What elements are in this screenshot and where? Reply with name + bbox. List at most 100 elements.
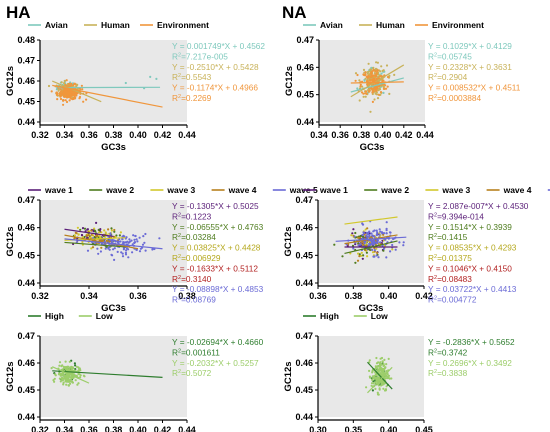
data-point — [135, 248, 138, 251]
data-point — [69, 376, 72, 379]
data-point — [97, 228, 100, 231]
data-point — [371, 379, 374, 382]
data-point — [371, 389, 374, 392]
data-point — [378, 233, 381, 236]
equation-sup: 2 — [178, 275, 181, 281]
equation-sup: 2 — [434, 52, 437, 58]
data-point — [64, 93, 67, 96]
y-tick-label: 0.46 — [296, 62, 314, 72]
legend-label: wave 2 — [105, 185, 134, 195]
data-point — [375, 356, 378, 360]
data-point — [341, 255, 344, 258]
data-point — [375, 233, 378, 237]
data-point — [116, 240, 119, 243]
x-tick-label: 0.36 — [129, 291, 147, 301]
equation-rest: =0.1415 — [437, 232, 468, 242]
y-tick-label: 0.44 — [17, 412, 35, 422]
data-point — [58, 372, 61, 375]
data-point — [379, 361, 382, 364]
data-point — [371, 251, 375, 254]
y-tick-label: 0.46 — [17, 76, 35, 86]
equation-text: Y = -0.1633*X + 0.5112 — [172, 263, 258, 273]
equation-text: Y = -0.02694*X + 0.4660 — [172, 337, 264, 347]
data-point — [68, 360, 71, 363]
data-point — [155, 77, 158, 80]
data-point — [354, 72, 358, 75]
data-point — [373, 235, 376, 238]
data-point — [79, 228, 82, 231]
data-point — [352, 228, 355, 231]
data-point — [141, 243, 145, 246]
equation-text: Y = 0.08535*X + 0.4293 — [428, 243, 517, 253]
equation-text: Y = 0.03722*X + 0.4413 — [428, 284, 517, 294]
data-point — [65, 79, 68, 82]
data-point — [367, 62, 370, 65]
equation-rest: =0.2269 — [181, 93, 212, 103]
chart-HA-wave: 0.44 0.45 0.46 0.47 0.32 0.34 0.36 0.38 GC3s GC12… — [5, 185, 318, 314]
equation-text: R2=0.08483 — [428, 274, 472, 284]
data-point — [371, 241, 374, 244]
data-point — [59, 88, 62, 91]
data-point — [113, 230, 116, 233]
data-point — [382, 91, 385, 94]
x-tick-label: 0.32 — [31, 291, 49, 301]
data-point — [333, 243, 336, 246]
data-point — [133, 238, 136, 241]
data-point — [366, 255, 369, 258]
data-point — [86, 249, 90, 252]
equation-sup: 2 — [178, 73, 181, 79]
data-point — [101, 239, 104, 242]
data-point — [76, 383, 79, 386]
data-point — [65, 368, 68, 371]
data-point — [382, 87, 385, 90]
data-point — [364, 74, 367, 77]
data-point — [80, 84, 83, 87]
data-point — [382, 232, 386, 235]
data-point — [121, 255, 125, 258]
data-point — [380, 72, 383, 75]
data-point — [370, 75, 373, 79]
x-tick-label: 0.36 — [80, 425, 98, 432]
data-point — [373, 98, 376, 101]
data-point — [383, 247, 386, 250]
data-point — [378, 369, 381, 372]
data-point — [90, 247, 93, 250]
data-point — [365, 92, 368, 95]
data-point — [359, 234, 362, 238]
data-point — [134, 234, 137, 238]
equation-rest: =0.03284 — [181, 232, 216, 242]
data-point — [74, 83, 77, 86]
data-point — [379, 75, 382, 78]
legend-label: wave 3 — [166, 185, 195, 195]
data-point — [372, 239, 376, 242]
data-point — [383, 83, 386, 86]
plot-area — [40, 40, 187, 122]
data-point — [375, 75, 378, 78]
equation-text: R2=0.3742 — [428, 347, 468, 357]
data-point — [365, 90, 368, 93]
data-point — [360, 251, 363, 254]
data-point — [62, 381, 65, 384]
equation-text: Y = -0.06555*X + 0.4763 — [172, 222, 264, 232]
data-point — [67, 95, 70, 98]
equation-sup: 2 — [434, 212, 437, 218]
equation-sup: 2 — [434, 296, 437, 302]
data-point — [379, 365, 382, 368]
data-point — [104, 247, 107, 250]
data-point — [126, 240, 129, 243]
legend-label: Environment — [157, 20, 209, 30]
section-title-na: NA — [282, 3, 307, 22]
data-point — [371, 371, 374, 374]
data-point — [373, 249, 376, 252]
data-point — [369, 110, 372, 113]
data-point — [93, 229, 96, 232]
data-point — [376, 251, 379, 254]
y-axis-label: GC12s — [283, 226, 294, 256]
x-axis-label: GC3s — [359, 303, 384, 314]
regression-line — [350, 77, 404, 93]
equation-rest: =9.394e-014 — [437, 211, 484, 221]
data-point — [110, 229, 113, 232]
data-point — [374, 70, 377, 73]
equation-rest: =0.05745 — [437, 51, 472, 61]
data-point — [402, 244, 405, 247]
